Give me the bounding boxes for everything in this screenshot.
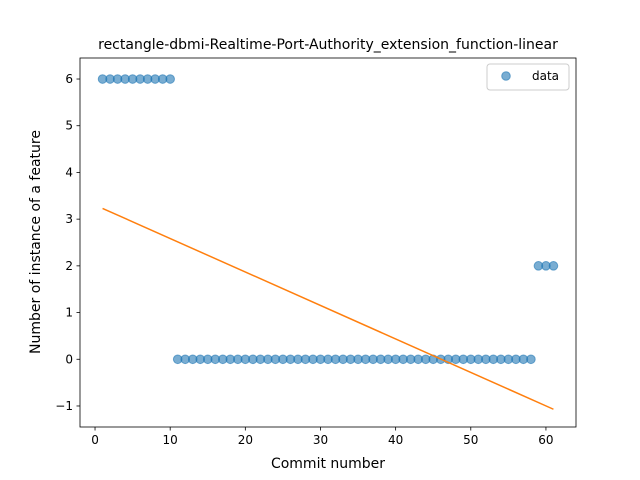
- x-tick-label: 10: [163, 433, 178, 447]
- data-point: [165, 74, 175, 84]
- legend-frame: [486, 63, 570, 91]
- x-tick-label: 20: [238, 433, 253, 447]
- y-axis-title: Number of instance of a feature: [28, 130, 44, 354]
- y-tick-label: 6: [65, 72, 73, 86]
- y-tick-label: 1: [65, 306, 73, 320]
- x-tick-label: 0: [91, 433, 99, 447]
- y-tick-label: −1: [55, 399, 73, 413]
- y-tick-label: 4: [65, 165, 73, 179]
- y-tick-label: 0: [65, 352, 73, 366]
- y-tick-label: 2: [65, 259, 73, 273]
- y-tick-label: 3: [65, 212, 73, 226]
- data-point: [548, 261, 559, 271]
- chart-title: rectangle-dbmi-Realtime-Port-Authority_e…: [98, 37, 558, 53]
- legend-marker-data: [501, 71, 511, 81]
- legend-label-data: data: [532, 69, 559, 83]
- legend: data: [486, 63, 570, 91]
- x-tick-label: 30: [313, 433, 328, 447]
- plot-frame: [79, 57, 577, 428]
- y-tick-label: 5: [65, 119, 73, 133]
- x-axis-title: Commit number: [271, 456, 385, 472]
- x-tick-label: 40: [388, 433, 403, 447]
- fit-line: [102, 207, 554, 410]
- x-tick-label: 60: [538, 433, 553, 447]
- data-point: [526, 354, 536, 365]
- x-tick-label: 50: [463, 433, 478, 447]
